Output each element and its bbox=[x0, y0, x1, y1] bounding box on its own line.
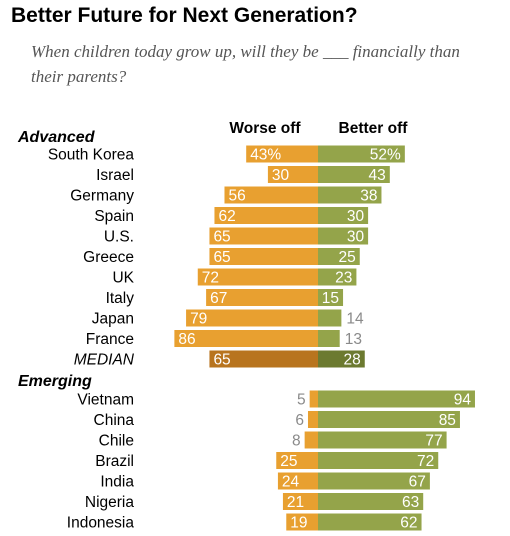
country-label: Brazil bbox=[95, 453, 134, 470]
country-label: Greece bbox=[83, 249, 134, 266]
worse-bar bbox=[209, 350, 318, 368]
worse-value-label: 19 bbox=[290, 515, 307, 532]
worse-value-label: 65 bbox=[213, 229, 230, 246]
country-label: Chile bbox=[99, 433, 134, 450]
better-value-label: 77 bbox=[425, 433, 442, 450]
worse-value-label: 65 bbox=[213, 352, 230, 369]
better-bar bbox=[318, 493, 424, 510]
better-bar bbox=[318, 330, 340, 347]
worse-value-label: 65 bbox=[213, 249, 230, 266]
better-value-label: 30 bbox=[347, 208, 365, 225]
country-label: Nigeria bbox=[85, 494, 134, 511]
country-label: France bbox=[86, 331, 134, 348]
country-label: Vietnam bbox=[77, 392, 134, 409]
country-label: Israel bbox=[96, 167, 134, 184]
better-value-label: 13 bbox=[345, 331, 362, 348]
better-bar bbox=[318, 186, 382, 204]
chart-subtitle: When children today grow up, will they b… bbox=[31, 42, 460, 86]
better-bar bbox=[318, 207, 369, 224]
better-bar bbox=[318, 289, 344, 306]
better-value-label: 28 bbox=[344, 352, 361, 369]
group-label: Emerging bbox=[18, 373, 92, 390]
column-header-worse: Worse off bbox=[229, 120, 301, 137]
worse-bar bbox=[209, 248, 318, 265]
worse-bar bbox=[277, 472, 318, 490]
better-bar bbox=[318, 390, 475, 408]
better-bar bbox=[318, 411, 460, 428]
better-bar bbox=[318, 145, 405, 163]
better-bar bbox=[318, 227, 369, 245]
better-value-label: 38 bbox=[360, 188, 377, 205]
better-bar bbox=[318, 350, 365, 368]
column-header-better: Better off bbox=[339, 120, 409, 137]
worse-value-label: 24 bbox=[282, 474, 300, 491]
worse-bar bbox=[186, 309, 318, 327]
worse-value-label: 5 bbox=[297, 392, 306, 409]
chart-title: Better Future for Next Generation? bbox=[11, 4, 358, 27]
worse-value-label: 79 bbox=[190, 311, 207, 328]
worse-bar bbox=[307, 411, 318, 428]
better-value-label: 63 bbox=[402, 494, 419, 511]
better-bar bbox=[318, 166, 390, 183]
better-value-label: 94 bbox=[454, 392, 472, 409]
country-label: Italy bbox=[106, 290, 135, 307]
worse-bar bbox=[209, 227, 318, 245]
worse-value-label: 62 bbox=[218, 208, 235, 225]
worse-value-label: 86 bbox=[178, 331, 195, 348]
better-value-label: 85 bbox=[439, 412, 456, 429]
better-bar bbox=[318, 513, 422, 531]
better-bar bbox=[318, 268, 357, 286]
better-bar bbox=[318, 309, 342, 327]
worse-value-label: 8 bbox=[292, 433, 301, 450]
worse-bar bbox=[267, 166, 318, 183]
country-label: China bbox=[94, 412, 135, 429]
better-value-label: 30 bbox=[347, 229, 365, 246]
better-value-label: 25 bbox=[339, 249, 356, 266]
better-value-label: 62 bbox=[400, 515, 417, 532]
country-label: Germany bbox=[70, 188, 134, 205]
country-label: India bbox=[100, 474, 134, 491]
better-value-label: 23 bbox=[335, 270, 352, 287]
worse-value-label: 25 bbox=[280, 453, 297, 470]
worse-bar bbox=[246, 145, 318, 163]
better-value-label: 72 bbox=[417, 453, 434, 470]
worse-bar bbox=[224, 186, 318, 204]
worse-value-label: 21 bbox=[287, 494, 304, 511]
worse-bar bbox=[309, 390, 318, 408]
worse-value-label: 30 bbox=[272, 167, 290, 184]
better-value-label: 14 bbox=[346, 311, 364, 328]
worse-bar bbox=[282, 493, 318, 510]
worse-value-label: 56 bbox=[228, 188, 245, 205]
group-label: Advanced bbox=[17, 129, 96, 146]
worse-value-label: 72 bbox=[202, 270, 219, 287]
worse-bar bbox=[214, 207, 318, 224]
country-label: Spain bbox=[94, 208, 134, 225]
worse-value-label: 6 bbox=[295, 412, 304, 429]
worse-bar bbox=[174, 330, 318, 347]
worse-bar bbox=[206, 289, 318, 306]
better-bar bbox=[318, 248, 360, 265]
worse-bar bbox=[304, 431, 318, 449]
better-value-label: 43 bbox=[369, 167, 386, 184]
country-label: South Korea bbox=[48, 147, 135, 164]
worse-bar bbox=[197, 268, 318, 286]
better-bar bbox=[318, 431, 447, 449]
country-label: U.S. bbox=[104, 229, 134, 246]
worse-value-label: 67 bbox=[210, 290, 227, 307]
better-bar bbox=[318, 472, 430, 490]
worse-bar bbox=[286, 513, 318, 531]
country-label: Japan bbox=[92, 311, 134, 328]
better-bar bbox=[318, 452, 439, 469]
better-value-label: 15 bbox=[322, 290, 339, 307]
country-label: UK bbox=[112, 270, 134, 287]
worse-bar bbox=[276, 452, 318, 469]
better-value-label: 67 bbox=[409, 474, 426, 491]
worse-value-label: 43% bbox=[250, 147, 281, 164]
median-label: MEDIAN bbox=[74, 352, 135, 369]
country-label: Indonesia bbox=[67, 515, 135, 532]
better-value-label: 52% bbox=[370, 147, 401, 164]
